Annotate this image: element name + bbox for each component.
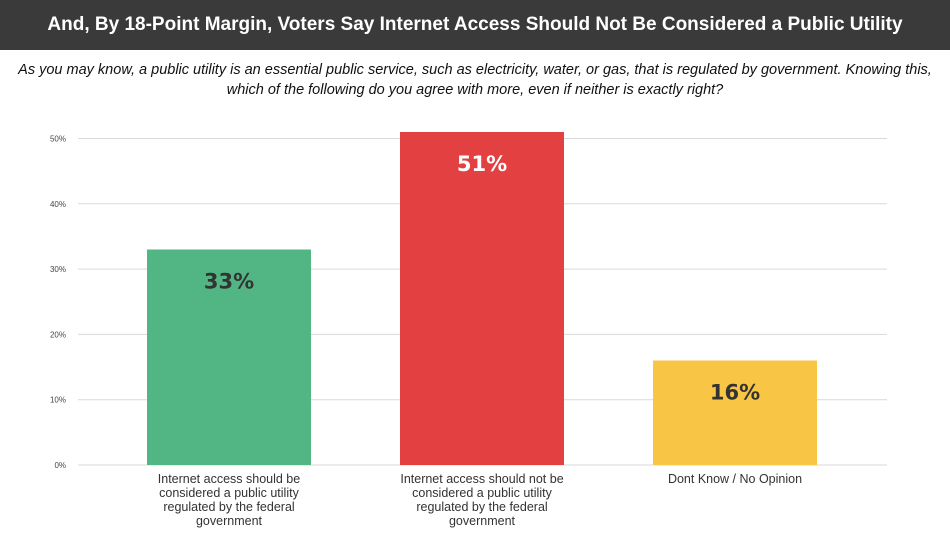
category-label-3: Dont Know / No Opinion xyxy=(667,472,803,486)
bar-chart: 0% 10% 20% 30% 40% 50% 33% 51% 16% xyxy=(50,131,887,470)
y-tick-label: 0% xyxy=(54,461,66,470)
chart-title: And, By 18-Point Margin, Voters Say Inte… xyxy=(0,0,950,50)
y-tick-label: 40% xyxy=(50,200,66,209)
question-text: As you may know, a public utility is an … xyxy=(0,60,950,100)
category-label-2: Internet access should not be considered… xyxy=(400,472,564,528)
bar-1 xyxy=(147,249,311,465)
bar-value-label: 51% xyxy=(457,152,507,176)
category-label-1: Internet access should be considered a p… xyxy=(157,472,301,528)
bar-value-label: 33% xyxy=(204,270,254,294)
question-line-2: which of the following do you agree with… xyxy=(226,82,724,98)
bar-3 xyxy=(653,360,817,465)
bar-2 xyxy=(400,131,564,465)
bar-value-label: 16% xyxy=(710,381,760,405)
question-line-1: As you may know, a public utility is an … xyxy=(18,62,932,78)
y-tick-label: 50% xyxy=(50,135,66,144)
y-tick-label: 10% xyxy=(50,396,66,405)
y-tick-label: 30% xyxy=(50,265,66,274)
chart-title-text: And, By 18-Point Margin, Voters Say Inte… xyxy=(47,14,903,35)
y-tick-label: 20% xyxy=(50,330,66,339)
